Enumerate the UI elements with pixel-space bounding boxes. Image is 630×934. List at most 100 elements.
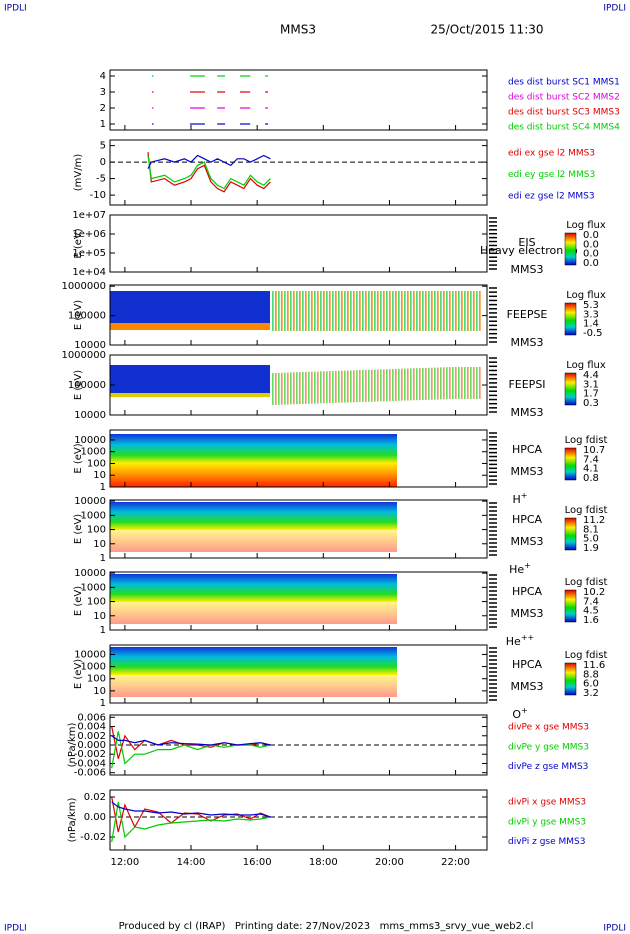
instrument-label: Heavy electron to [480, 244, 578, 257]
spectrogram-fill [437, 367, 439, 400]
x-tick-label: 14:00 [177, 857, 206, 868]
legend-entry: divPi z gse MMS3 [508, 837, 585, 847]
instrument-label: MMS3 [511, 406, 544, 419]
spectrogram-fill [407, 368, 409, 401]
spectrogram-fill [410, 368, 412, 401]
burst-interval [217, 107, 226, 109]
spectrogram-fill [314, 291, 316, 331]
species-charge: + [524, 561, 531, 570]
spectrogram-fill [305, 371, 307, 404]
legend-entry: edi ey gse l2 MMS3 [508, 170, 595, 180]
spectrogram-fill [446, 291, 448, 331]
spectrogram-fill [374, 291, 376, 331]
spectrogram-fill [410, 291, 412, 331]
spectrogram-fill [293, 291, 295, 331]
spectrogram-fill [371, 369, 373, 402]
spectrogram-fill [431, 367, 433, 400]
spectrogram-fill [464, 367, 466, 399]
spectrogram-fill [473, 367, 475, 399]
spectrogram-fill [398, 368, 400, 401]
spectrogram-fill [452, 291, 454, 331]
spectrogram-fill [479, 367, 481, 399]
spectrogram-fill [287, 372, 289, 405]
legend-entry: des dist burst SC1 MMS1 [508, 78, 620, 88]
legend-entry: des dist burst SC4 MMS4 [508, 123, 620, 133]
spectrogram-fill [437, 291, 439, 331]
instrument-label: HPCA [512, 658, 543, 671]
colorbar-title: Log flux [566, 220, 606, 231]
instrument-label: HPCA [512, 443, 543, 456]
y-tick-label: 100 [87, 458, 106, 469]
colorbar-tick-label: 0.0 [583, 249, 599, 260]
spectrogram-fill [368, 291, 370, 331]
spectrogram-fill [434, 367, 436, 400]
y-axis-label: E (eV) [73, 586, 84, 616]
species-label: He++ [506, 633, 534, 649]
spectrogram-fill [320, 291, 322, 331]
spectrogram-fill [290, 291, 292, 331]
colorbar-tick-label: 1.9 [583, 543, 599, 554]
y-tick-label: -10 [90, 190, 106, 201]
colorbar [564, 662, 577, 696]
colorbar-tick-label: 3.2 [583, 688, 599, 699]
y-tick-label: 1000 [81, 582, 106, 593]
spectrogram-fill [392, 291, 394, 331]
spectrogram-fill [374, 369, 376, 402]
y-tick-label: 2 [100, 103, 106, 114]
spectrogram-fill [110, 323, 270, 330]
y-tick-label: 0.006 [77, 712, 106, 723]
legend-entry: divPe y gse MMS3 [508, 742, 589, 752]
spectrogram-fill [380, 291, 382, 331]
spectrogram-fill [428, 291, 430, 331]
legend-entry: edi ex gse l2 MMS3 [508, 149, 595, 159]
spectrogram-fill [473, 291, 475, 331]
burst-interval [217, 75, 226, 77]
spectrogram-fill [281, 372, 283, 405]
burst-interval [151, 123, 154, 125]
spectrogram-fill [458, 291, 460, 331]
spectrogram-fill [314, 371, 316, 404]
colorbar-tick-label: 0.0 [583, 239, 599, 250]
spectrogram-fill [359, 370, 361, 403]
burst-interval [217, 91, 226, 93]
burst-interval [151, 75, 154, 77]
y-tick-label: 1000 [81, 510, 106, 521]
spectrogram-fill [449, 367, 451, 400]
colorbar-tick-label: 0.3 [583, 398, 599, 409]
spectrogram-fill [278, 291, 280, 331]
y-tick-label: 0.004 [77, 722, 106, 733]
y-tick-label: 1e+05 [72, 248, 106, 259]
spectrogram-fill [449, 291, 451, 331]
spectrogram-fill [458, 367, 460, 399]
y-tick-label: 10 [93, 611, 106, 622]
y-axis-label: E (eV) [73, 370, 84, 400]
colorbar-tick-label: 7.4 [583, 596, 599, 607]
spectrogram-fill [302, 372, 304, 404]
y-tick-label: 10000 [74, 496, 106, 507]
species-base: O [512, 708, 521, 721]
legend-entry: edi ez gse l2 MMS3 [508, 191, 595, 201]
colorbar [564, 447, 577, 481]
burst-interval [265, 123, 269, 125]
series-line [111, 731, 271, 769]
spectrogram-fill [467, 291, 469, 331]
corner-label: IPDLI [4, 4, 27, 14]
y-tick-label: 1e+04 [72, 267, 106, 278]
spectrogram-fill [425, 367, 427, 400]
spectrogram-fill [371, 291, 373, 331]
spectrogram-fill [356, 370, 358, 403]
colorbar [564, 232, 577, 266]
spectrogram-fill [365, 291, 367, 331]
species-label: O+ [512, 706, 527, 722]
spectrogram-fill [404, 291, 406, 331]
spectrogram-fill [311, 371, 313, 404]
y-tick-label: -0.004 [74, 758, 106, 769]
spectrogram-fill [368, 369, 370, 402]
spectrogram-fill [395, 291, 397, 331]
corner-label: IPDLI [603, 924, 626, 934]
panel-frame [109, 499, 488, 559]
spectrogram-fill [272, 373, 274, 405]
y-tick-label: 1e+06 [72, 229, 106, 240]
spectrogram-fill [347, 291, 349, 331]
species-base: He [509, 563, 524, 576]
